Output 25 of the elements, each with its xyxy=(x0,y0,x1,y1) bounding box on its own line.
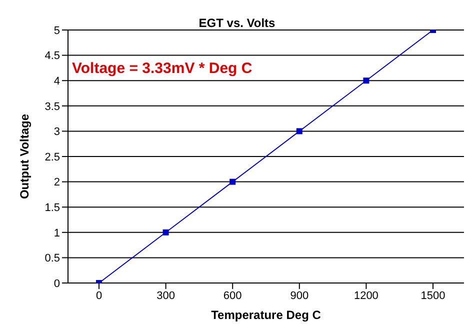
y-tick-label: 4.5 xyxy=(44,50,60,62)
y-tick-label: 4 xyxy=(54,76,60,88)
y-tick-label: 2.5 xyxy=(44,151,60,164)
point xyxy=(162,229,169,236)
y-tick-label: 5 xyxy=(54,24,60,37)
x-tick-label: 900 xyxy=(290,290,309,302)
y-tick-label: 1 xyxy=(54,227,60,240)
y-axis-title: Output Voltage xyxy=(17,114,32,200)
x-tick-label: 600 xyxy=(223,290,242,302)
x-axis-title: Temperature Deg C xyxy=(211,308,322,322)
point xyxy=(363,78,370,84)
x-tick-label: 0 xyxy=(96,290,102,302)
y-tick-label: 3.5 xyxy=(44,100,60,113)
y-tick-label: 1.5 xyxy=(44,202,60,214)
chart-title: EGT vs. Volts xyxy=(198,16,276,30)
point xyxy=(296,128,302,134)
x-tick-label: 1200 xyxy=(354,290,378,302)
point xyxy=(230,178,236,185)
annotation: Voltage = 3.33mV * Deg C xyxy=(72,60,252,77)
y-tick-label: 0.5 xyxy=(44,252,60,265)
x-tick-label: 300 xyxy=(156,290,175,302)
y-tick-label: 2 xyxy=(54,176,60,189)
x-tick-label: 1500 xyxy=(420,290,446,302)
y-tick-label: 0 xyxy=(54,278,60,290)
y-tick-label: 3 xyxy=(54,126,60,138)
